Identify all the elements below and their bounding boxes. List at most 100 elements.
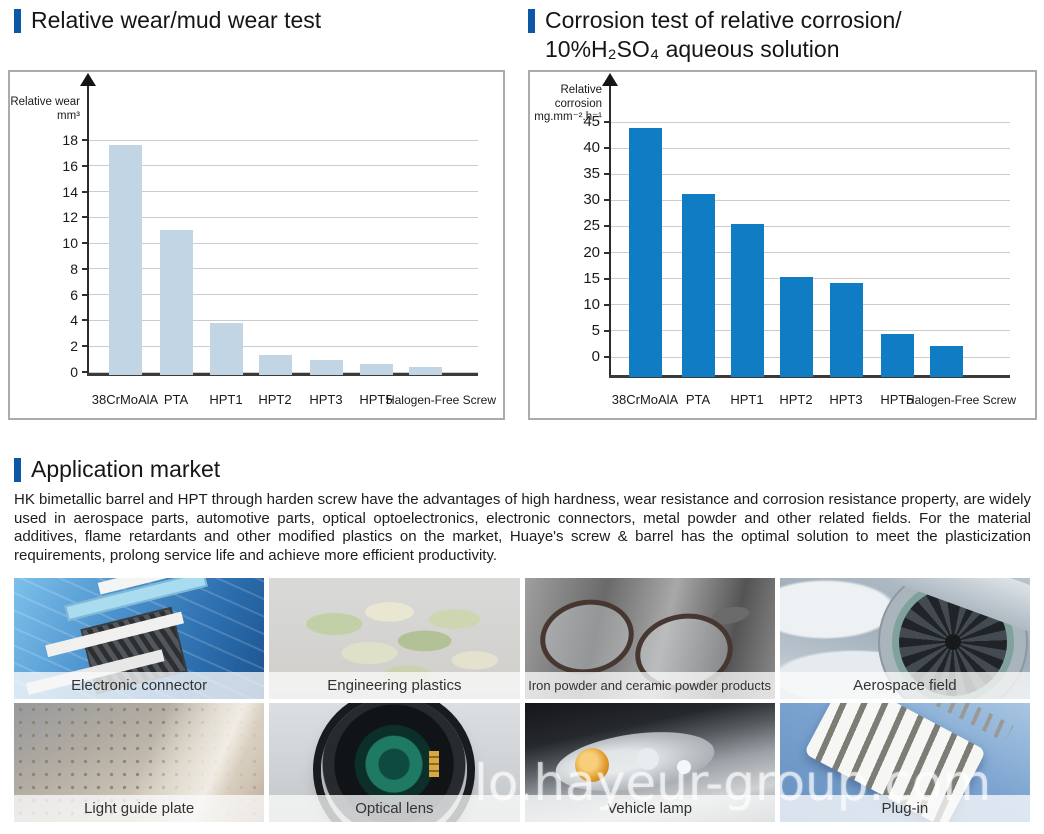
tile-aerospace-field[interactable]: Aerospace field bbox=[779, 578, 1030, 699]
x-category-label: Halogen-Free Screw bbox=[385, 393, 497, 407]
y-tick-mark bbox=[604, 329, 610, 332]
y-axis-arrow bbox=[80, 73, 96, 86]
bar bbox=[681, 194, 715, 377]
y-tick-mark bbox=[604, 147, 610, 150]
x-category-label: HPT5 bbox=[880, 392, 914, 407]
x-category-label: 38CrMoAlA bbox=[611, 392, 679, 407]
y-tick-mark bbox=[604, 251, 610, 254]
grid-line bbox=[610, 199, 1010, 201]
y-tick-label: 18 bbox=[62, 132, 78, 148]
corrosion-title-line2: 10%H₂SO₄ aqueous solution bbox=[545, 36, 840, 62]
grid-line bbox=[88, 165, 478, 167]
tile-engineering-plastics[interactable]: Engineering plastics bbox=[269, 578, 520, 699]
y-tick-mark bbox=[82, 319, 88, 322]
bar bbox=[209, 323, 243, 375]
corrosion-chart-title: Corrosion test of relative corrosion/ 10… bbox=[545, 6, 902, 64]
bar bbox=[779, 276, 813, 377]
corrosion-chart-heading: Corrosion test of relative corrosion/ 10… bbox=[528, 6, 902, 64]
application-market-title: Application market bbox=[31, 456, 221, 482]
grid-line bbox=[88, 191, 478, 193]
wear-chart-heading: Relative wear/mud wear test bbox=[14, 6, 321, 35]
y-tick-label: 16 bbox=[62, 157, 78, 174]
grid-line bbox=[610, 147, 1010, 149]
grid-line bbox=[88, 139, 478, 141]
y-tick-label: 8 bbox=[70, 260, 78, 277]
tile-label: Light guide plate bbox=[14, 795, 265, 822]
wear-chart-title: Relative wear/mud wear test bbox=[31, 7, 322, 33]
y-axis-title: Relative wear mm³ bbox=[10, 96, 80, 122]
y-tick-label: 40 bbox=[583, 139, 600, 157]
y-tick-label: 6 bbox=[70, 286, 78, 303]
bar bbox=[258, 355, 292, 375]
tile-iron-ceramic-powder[interactable]: Iron powder and ceramic powder products bbox=[524, 578, 775, 699]
bar bbox=[408, 366, 442, 375]
y-tick-mark bbox=[604, 173, 610, 176]
tile-label: Vehicle lamp bbox=[524, 795, 775, 822]
y-tick-mark bbox=[604, 225, 610, 228]
y-tick-mark bbox=[82, 371, 88, 373]
y-tick-label: 14 bbox=[62, 183, 78, 200]
application-market-heading: Application market bbox=[14, 455, 220, 484]
application-gallery: Electronic connector Engineering plastic… bbox=[14, 578, 1030, 822]
y-tick-label: 35 bbox=[583, 165, 600, 183]
wear-chart: 18 16 14 12 10 8 6 4 2 0 Relative wear mm³ 38CrMoAlA… bbox=[8, 70, 505, 420]
y-tick-label: 4 bbox=[70, 312, 78, 329]
tile-label: Electronic connector bbox=[14, 672, 265, 699]
heading-accent-bar bbox=[528, 9, 535, 33]
corrosion-title-line1: Corrosion test of relative corrosion/ bbox=[545, 7, 902, 33]
grid-line bbox=[88, 216, 478, 218]
y-tick-label: 0 bbox=[70, 364, 78, 380]
bar bbox=[829, 282, 863, 377]
x-category-label: Halogen-Free Screw bbox=[905, 393, 1017, 407]
y-tick-mark bbox=[82, 293, 88, 296]
grid-line bbox=[610, 252, 1010, 254]
y-tick-label: 10 bbox=[62, 235, 78, 252]
y-tick-mark bbox=[82, 345, 88, 348]
tile-label: Plug-in bbox=[779, 795, 1030, 822]
grid-line bbox=[88, 345, 478, 347]
x-category-label: PTA bbox=[163, 392, 189, 407]
x-category-label: 38CrMoAlA bbox=[91, 392, 159, 407]
y-tick-label: 20 bbox=[583, 243, 600, 261]
y-tick-label: 10 bbox=[583, 295, 600, 313]
bar bbox=[730, 223, 764, 377]
y-tick-mark bbox=[604, 277, 610, 280]
y-tick-label: 45 bbox=[583, 113, 600, 130]
y-tick-mark bbox=[82, 139, 88, 141]
x-category-label: HPT1 bbox=[209, 392, 243, 407]
y-tick-label: 2 bbox=[70, 338, 78, 355]
application-description: HK bimetallic barrel and HPT through har… bbox=[14, 491, 1031, 564]
grid-line bbox=[610, 121, 1010, 123]
x-category-label: HPT3 bbox=[829, 392, 863, 407]
x-category-label: HPT2 bbox=[779, 392, 813, 407]
y-tick-mark bbox=[604, 199, 610, 202]
y-tick-mark bbox=[604, 303, 610, 306]
tile-electronic-connector[interactable]: Electronic connector bbox=[14, 578, 265, 699]
corrosion-chart: 45 40 35 30 25 20 15 10 5 0 Relative corrosion mg.m… bbox=[528, 70, 1037, 420]
grid-line bbox=[88, 268, 478, 270]
y-tick-mark bbox=[82, 267, 88, 270]
y-tick-label: 25 bbox=[583, 217, 600, 235]
tile-label: Engineering plastics bbox=[269, 672, 520, 699]
grid-line bbox=[88, 242, 478, 244]
tile-vehicle-lamp[interactable]: Vehicle lamp bbox=[524, 703, 775, 822]
y-tick-label: 30 bbox=[583, 191, 600, 209]
tile-plug-in[interactable]: Plug-in bbox=[779, 703, 1030, 822]
y-tick-mark bbox=[82, 164, 88, 167]
x-category-label: PTA bbox=[685, 392, 711, 407]
y-tick-label: 5 bbox=[591, 321, 600, 339]
grid-line bbox=[610, 173, 1010, 175]
y-axis-line bbox=[87, 84, 89, 376]
tile-light-guide-plate[interactable]: Light guide plate bbox=[14, 703, 265, 822]
x-category-label: HPT3 bbox=[309, 392, 343, 407]
bar bbox=[880, 334, 914, 377]
grid-line bbox=[610, 225, 1010, 227]
y-tick-mark bbox=[604, 121, 610, 123]
bar bbox=[159, 230, 193, 375]
bar bbox=[929, 346, 963, 377]
grid-line bbox=[88, 319, 478, 321]
y-tick-mark bbox=[82, 242, 88, 245]
y-axis-title: Relative corrosion mg.mm⁻².h⁻¹ bbox=[534, 84, 602, 123]
y-tick-mark bbox=[604, 356, 610, 358]
tile-optical-lens[interactable]: Optical lens bbox=[269, 703, 520, 822]
